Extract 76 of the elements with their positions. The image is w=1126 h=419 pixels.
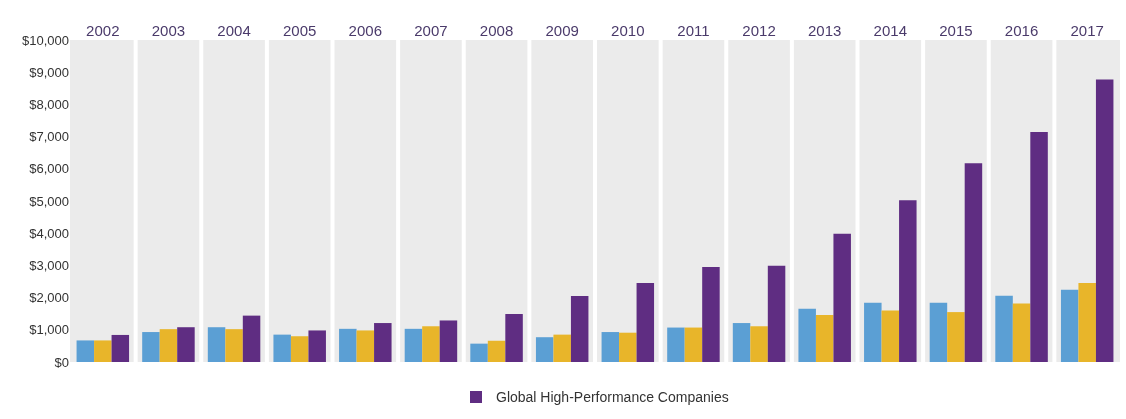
bar xyxy=(94,340,112,362)
bar xyxy=(1095,79,1114,362)
bar xyxy=(601,332,620,362)
x-tick-label: 2014 xyxy=(873,22,907,39)
x-tick-label: 2013 xyxy=(808,22,842,39)
bar xyxy=(225,329,243,362)
bar xyxy=(207,327,226,362)
y-tick-label: $1,000 xyxy=(29,322,69,338)
bar xyxy=(750,326,768,362)
bar xyxy=(815,314,834,362)
bar xyxy=(76,340,95,362)
bar xyxy=(570,295,589,362)
bar xyxy=(404,328,423,362)
bar xyxy=(1060,289,1079,362)
bar xyxy=(798,308,816,362)
bar xyxy=(995,295,1013,362)
x-tick-label: 2011 xyxy=(677,22,710,39)
bar xyxy=(159,329,178,362)
bar xyxy=(505,314,523,362)
y-tick-label: $3,000 xyxy=(29,257,69,273)
y-tick-label: $0 xyxy=(54,354,69,370)
bar xyxy=(684,327,703,362)
bar xyxy=(308,330,326,362)
y-tick-label: $9,000 xyxy=(29,64,69,80)
x-tick-label: 2008 xyxy=(479,22,514,39)
bar xyxy=(487,340,506,362)
bar xyxy=(947,312,965,362)
x-tick-label: 2003 xyxy=(151,22,186,39)
y-tick-label: $8,000 xyxy=(29,96,69,112)
legend-label: Global High-Performance Companies xyxy=(496,389,729,406)
bar xyxy=(929,302,948,362)
bar xyxy=(864,302,882,362)
y-tick-label: $6,000 xyxy=(29,161,69,177)
bar xyxy=(242,315,261,362)
x-tick-label: 2012 xyxy=(742,22,776,39)
bar xyxy=(1030,132,1048,362)
bar xyxy=(702,267,720,362)
bar xyxy=(1078,283,1096,362)
bar xyxy=(767,265,786,362)
bar xyxy=(732,323,751,362)
bar xyxy=(470,343,488,362)
x-tick-label: 2015 xyxy=(939,22,973,39)
bar xyxy=(290,336,309,362)
y-tick-label: $4,000 xyxy=(29,225,69,241)
bar xyxy=(1012,303,1031,362)
x-tick-label: 2002 xyxy=(86,22,120,39)
bar xyxy=(667,327,685,362)
x-tick-label: 2016 xyxy=(1004,22,1039,39)
bar xyxy=(177,327,195,362)
bar xyxy=(964,163,983,362)
y-tick-label: $7,000 xyxy=(29,129,69,145)
bar xyxy=(439,320,458,362)
bar xyxy=(111,334,130,362)
y-tick-label: $2,000 xyxy=(29,290,69,306)
bar xyxy=(636,283,655,362)
bar xyxy=(356,330,375,362)
x-tick-label: 2006 xyxy=(348,22,382,39)
bar xyxy=(833,233,851,362)
x-tick-label: 2009 xyxy=(545,22,579,39)
x-tick-label: 2017 xyxy=(1070,22,1104,39)
y-tick-label: $5,000 xyxy=(29,193,69,209)
bar xyxy=(899,200,917,362)
bar xyxy=(619,332,637,362)
x-tick-label: 2005 xyxy=(283,22,317,39)
x-tick-label: 2004 xyxy=(217,22,251,39)
bar xyxy=(881,310,900,362)
bar xyxy=(374,323,392,362)
bar xyxy=(535,337,554,362)
bar xyxy=(422,326,440,362)
x-tick-label: 2010 xyxy=(611,22,645,39)
bar xyxy=(273,334,291,362)
bar xyxy=(142,332,160,362)
y-tick-label: $10,000 xyxy=(22,32,69,48)
bar xyxy=(553,334,571,362)
bar xyxy=(339,328,357,362)
x-tick-label: 2007 xyxy=(414,22,448,39)
